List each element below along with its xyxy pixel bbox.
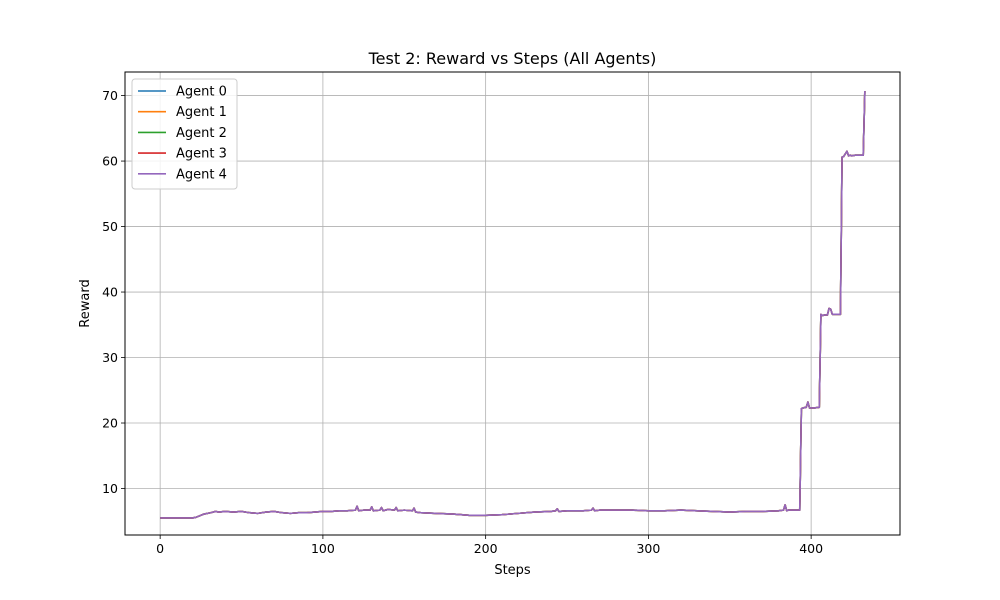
plot-frame xyxy=(124,71,901,536)
legend-box xyxy=(131,78,238,190)
y-tick-label: 50 xyxy=(102,219,118,234)
y-tick-label: 60 xyxy=(102,154,118,169)
x-axis-label: Steps xyxy=(494,563,531,578)
x-tick-label: 200 xyxy=(474,541,498,556)
y-tick-label: 30 xyxy=(102,350,118,365)
x-tick-label: 400 xyxy=(799,541,823,556)
grid-lines xyxy=(125,72,900,535)
chart-title: Test 2: Reward vs Steps (All Agents) xyxy=(368,49,657,68)
y-axis-label: Reward xyxy=(78,279,93,327)
y-tick-label: 20 xyxy=(102,416,118,431)
x-tick-label: 0 xyxy=(156,541,164,556)
x-axis-ticks: 0 100 200 300 400 xyxy=(156,535,823,556)
y-tick-label: 40 xyxy=(102,285,118,300)
legend-entry-label: Agent 1 xyxy=(176,105,227,120)
y-tick-label: 10 xyxy=(102,481,118,496)
series-lines xyxy=(160,90,866,519)
x-tick-label: 300 xyxy=(636,541,660,556)
legend-entry-label: Agent 2 xyxy=(176,126,227,141)
y-tick-label: 70 xyxy=(102,88,118,103)
x-tick-label: 100 xyxy=(311,541,335,556)
legend-entry-label: Agent 4 xyxy=(176,167,227,182)
legend-entry-label: Agent 3 xyxy=(176,147,227,162)
legend: Agent 0 Agent 1 Agent 2 Agent 3 Agent 4 xyxy=(131,78,238,190)
y-axis-ticks: 10 20 30 40 50 60 70 xyxy=(102,88,125,496)
legend-entry-label: Agent 0 xyxy=(176,85,227,100)
series-line-agent-4 xyxy=(160,90,866,519)
